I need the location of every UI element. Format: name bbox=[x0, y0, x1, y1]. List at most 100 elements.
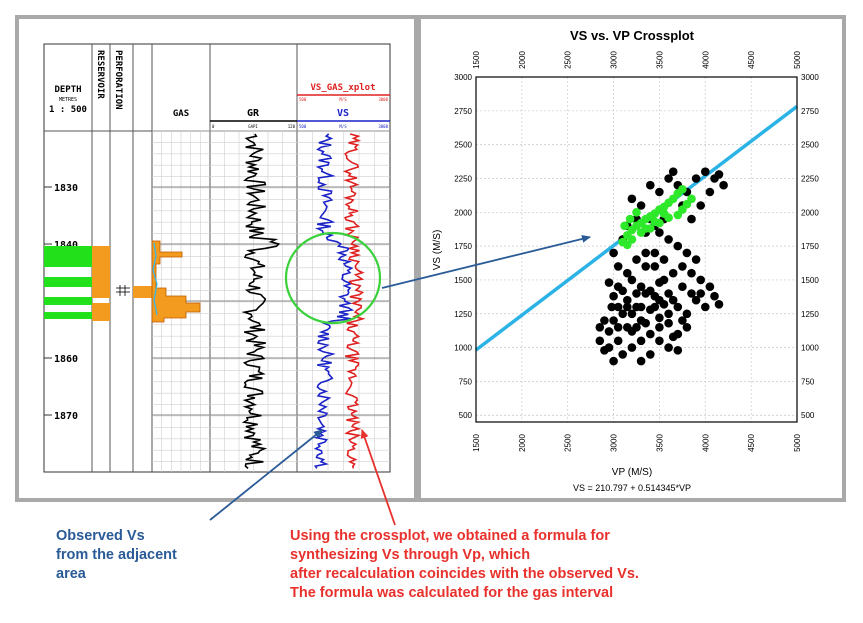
reservoir-header: RESERVOIR bbox=[95, 50, 105, 99]
chart-title: VS vs. VP Crossplot bbox=[570, 28, 695, 43]
x-tick-label: 4500 bbox=[747, 51, 756, 69]
y-tick-label: 750 bbox=[459, 377, 473, 386]
data-point-black bbox=[595, 336, 605, 346]
data-point-black bbox=[664, 174, 673, 183]
y-tick-label: 1000 bbox=[454, 344, 472, 353]
data-point-black bbox=[613, 262, 623, 271]
x-tick-label: 3500 bbox=[655, 434, 664, 452]
y-tick-label: 1500 bbox=[454, 276, 472, 285]
crossplot-panel: VS vs. VP Crossplot 1500 1500 2000 2000 2500… bbox=[417, 15, 846, 502]
y-tick-label: 2250 bbox=[454, 174, 472, 183]
y-tick-label: 3000 bbox=[454, 73, 472, 82]
x-tick-label: 1500 bbox=[472, 51, 481, 69]
data-point-black bbox=[604, 278, 614, 287]
data-point-black bbox=[701, 167, 710, 176]
data-point-black bbox=[613, 302, 623, 312]
data-point-black bbox=[627, 275, 637, 285]
data-point-black bbox=[691, 174, 701, 183]
y-tick-label: 750 bbox=[801, 377, 815, 386]
data-point-black bbox=[613, 323, 623, 332]
gas-interval-highlight-circle bbox=[284, 231, 382, 325]
data-point-green bbox=[625, 214, 635, 224]
y-tick-label: 1000 bbox=[801, 344, 819, 353]
depth-scale: 1 : 500 bbox=[49, 105, 87, 115]
data-point-black bbox=[607, 302, 616, 312]
gr-scale-min: 0 bbox=[212, 124, 215, 129]
data-point-black bbox=[623, 295, 632, 305]
data-point-black bbox=[636, 282, 646, 292]
vs-synthetic-curve bbox=[342, 133, 366, 469]
x-tick-label: 4000 bbox=[701, 51, 710, 69]
data-point-black bbox=[673, 241, 683, 251]
y-axis-label: VS (M/S) bbox=[432, 230, 443, 271]
data-point-black bbox=[687, 289, 696, 298]
xplot-scale-unit: M/S bbox=[339, 97, 347, 102]
log-grid bbox=[152, 130, 390, 472]
x-tick-label: 2500 bbox=[564, 51, 573, 69]
data-point-black bbox=[623, 268, 632, 278]
data-point-black bbox=[714, 300, 724, 309]
formula-caption-line: after recalculation coincides with the o… bbox=[290, 566, 639, 582]
vs-scale-min: 500 bbox=[299, 124, 307, 129]
data-point-black bbox=[636, 356, 646, 366]
gr-scale-max: 120 bbox=[288, 124, 296, 129]
data-point-black bbox=[655, 313, 664, 323]
data-point-black bbox=[636, 201, 646, 210]
data-point-black bbox=[618, 309, 627, 319]
depth-units: METRES bbox=[59, 97, 77, 103]
data-point-black bbox=[655, 278, 664, 287]
data-point-black bbox=[691, 255, 701, 264]
data-point-black bbox=[696, 275, 705, 285]
svg-text:1830: 1830 bbox=[54, 183, 78, 194]
y-tick-label: 2500 bbox=[454, 141, 472, 150]
data-point-black bbox=[664, 235, 673, 244]
depth-tick-1860: 1860 bbox=[44, 354, 78, 365]
data-point-black bbox=[705, 187, 715, 197]
y-tick-label: 2500 bbox=[801, 141, 819, 150]
data-point-black bbox=[668, 268, 678, 278]
data-point-black bbox=[650, 248, 660, 258]
gas-header: GAS bbox=[173, 109, 189, 119]
data-point-green bbox=[673, 210, 683, 220]
data-point-black bbox=[655, 323, 664, 332]
data-point-black bbox=[632, 255, 641, 264]
data-point-black bbox=[714, 170, 724, 179]
data-point-black bbox=[664, 318, 673, 328]
data-point-black bbox=[668, 295, 678, 305]
data-point-black bbox=[682, 248, 692, 258]
data-point-black bbox=[600, 316, 609, 325]
y-tick-label: 1250 bbox=[801, 310, 819, 319]
data-point-black bbox=[646, 350, 655, 359]
data-point-green bbox=[659, 209, 669, 218]
data-point-black bbox=[613, 282, 623, 292]
data-point-black bbox=[636, 316, 646, 325]
x-tick-label: 1500 bbox=[472, 434, 481, 452]
data-point-black bbox=[646, 329, 655, 339]
crossplot-ticks: 1500 1500 2000 2000 2500 2500 3000 3000 3500 3500… bbox=[454, 51, 819, 452]
data-point-green bbox=[650, 217, 660, 227]
data-point-black bbox=[646, 180, 655, 190]
observed-vs-caption: Observed Vs from the adjacent area bbox=[56, 527, 256, 584]
depth-tick-1830: 1830 bbox=[44, 183, 78, 194]
formula-caption-line: The formula was calculated for the gas i… bbox=[290, 585, 614, 601]
data-point-black bbox=[678, 316, 687, 325]
data-point-black bbox=[595, 323, 605, 332]
data-point-green bbox=[678, 185, 687, 194]
data-point-black bbox=[609, 291, 618, 301]
x-axis-label: VP (M/S) bbox=[612, 467, 652, 478]
y-tick-label: 1500 bbox=[801, 276, 819, 285]
data-point-black bbox=[664, 309, 673, 319]
data-point-black bbox=[687, 268, 696, 278]
observed-caption-line: area bbox=[56, 566, 86, 582]
y-tick-label: 2250 bbox=[801, 174, 819, 183]
data-point-black bbox=[655, 336, 664, 346]
xplot-header: VS_GAS_xplot bbox=[310, 83, 375, 93]
data-point-black bbox=[604, 343, 614, 352]
data-point-black bbox=[604, 327, 614, 336]
perforation-symbol bbox=[116, 285, 130, 296]
data-point-black bbox=[627, 343, 637, 352]
data-point-black bbox=[636, 336, 646, 346]
y-tick-label: 500 bbox=[801, 411, 815, 420]
data-point-black bbox=[696, 201, 705, 210]
